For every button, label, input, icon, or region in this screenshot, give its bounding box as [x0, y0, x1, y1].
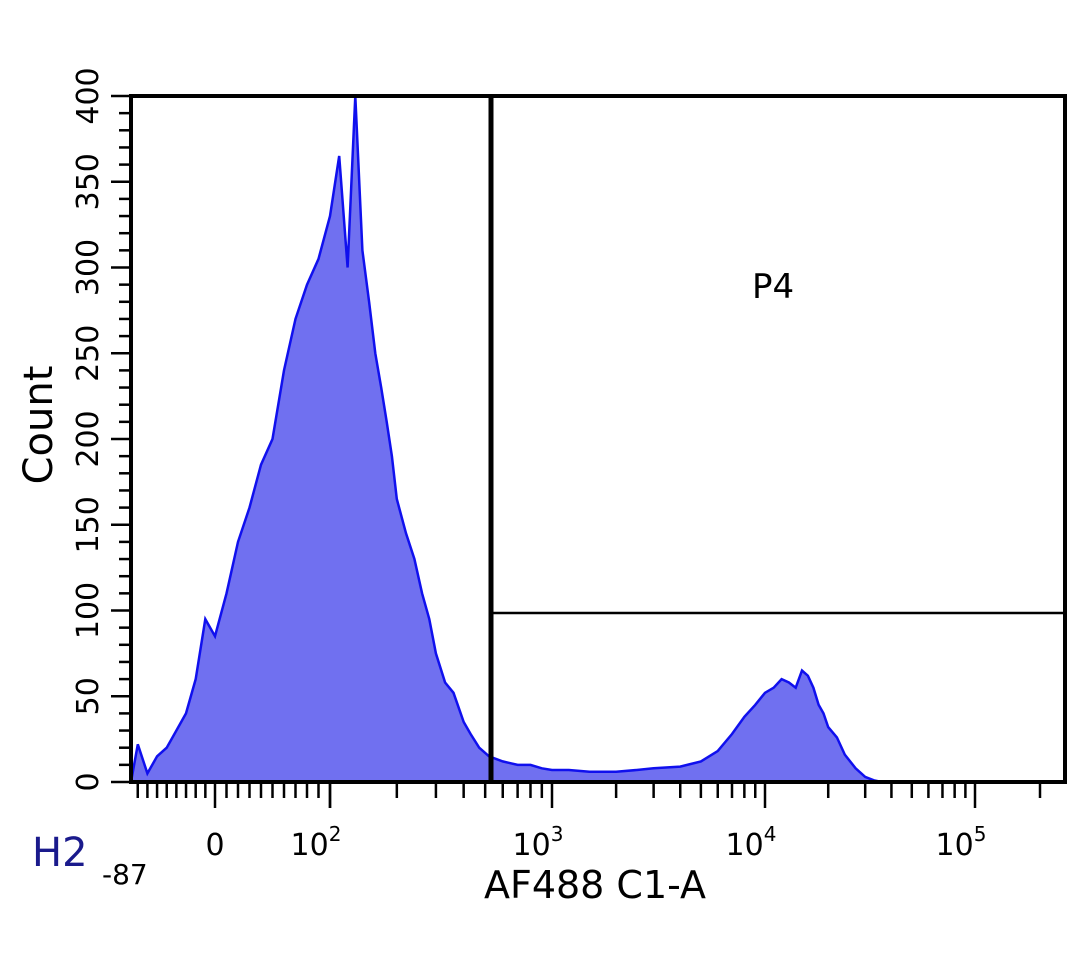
y-tick-label: 300 [71, 239, 106, 296]
x-tick-label: 104 [726, 822, 777, 863]
x-axis-min-label: -87 [102, 858, 148, 891]
y-tick-label: 250 [71, 325, 106, 382]
y-tick-label: 0 [71, 772, 106, 791]
x-tick-label: 0 [205, 828, 224, 863]
y-tick-label: 350 [71, 153, 106, 210]
x-tick-label: 103 [513, 822, 564, 863]
y-tick-label: 100 [71, 582, 106, 639]
histogram-fill [131, 96, 1040, 782]
y-tick-label: 400 [71, 67, 106, 124]
histogram-line [129, 95, 1040, 784]
x-tick-label: 105 [936, 822, 987, 863]
x-axis: 0 102 103 104 105 [136, 782, 1042, 863]
y-tick-label: 150 [71, 496, 106, 553]
y-axis-label: Count [16, 366, 62, 485]
y-axis: 0 50 100 150 200 250 300 350 400 [71, 67, 131, 792]
x-axis-label: AF488 C1-A [484, 863, 706, 907]
gate-label: P4 [752, 267, 794, 307]
y-tick-label: 50 [71, 677, 106, 715]
plot-name: H2 [32, 830, 88, 876]
y-tick-label: 200 [71, 410, 106, 467]
x-tick-label: 102 [291, 822, 342, 863]
